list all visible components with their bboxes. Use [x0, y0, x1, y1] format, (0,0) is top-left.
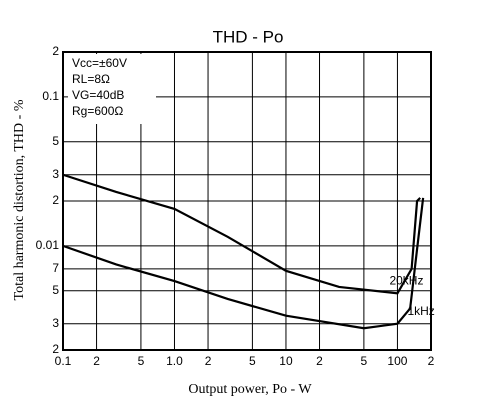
- x-tick-label: 1.0: [166, 354, 183, 368]
- series-label: 20kHz: [389, 274, 423, 288]
- y-tick-label: 0.01: [36, 238, 60, 252]
- series-label: 1kHz: [407, 304, 434, 318]
- annotation: RL=8Ω: [72, 72, 110, 86]
- x-tick-label: 2: [428, 354, 435, 368]
- y-tick-label: 5: [52, 134, 59, 148]
- x-tick-label: 100: [387, 354, 407, 368]
- y-tick-label: 3: [52, 316, 59, 330]
- x-tick-label: 2: [205, 354, 212, 368]
- legend-box: [68, 54, 156, 124]
- x-axis-label: Output power, Po - W: [188, 382, 312, 397]
- x-tick-label: 0.1: [55, 354, 72, 368]
- annotation: Rg=600Ω: [72, 104, 123, 118]
- x-tick-label: 2: [316, 354, 323, 368]
- line-series: [62, 197, 425, 330]
- x-tick-label: 5: [361, 354, 368, 368]
- y-tick-label: 2: [52, 342, 59, 356]
- y-tick-label: 3: [52, 167, 59, 181]
- annotation: Vcc=±60V: [72, 56, 127, 70]
- x-tick-label: 10: [279, 354, 293, 368]
- y-axis-label: Total harmonic distortion, THD - %: [12, 99, 27, 300]
- annotation: VG=40dB: [72, 88, 124, 102]
- x-tick-label: 5: [138, 354, 145, 368]
- plot-frame: [62, 51, 432, 351]
- y-tick-label: 7: [52, 261, 59, 275]
- x-tick-label: 2: [93, 354, 100, 368]
- y-tick-label: 0.1: [42, 89, 59, 103]
- x-tick-label: 5: [249, 354, 256, 368]
- y-tick-label: 2: [52, 44, 59, 58]
- chart-title: THD - Po: [213, 27, 284, 46]
- line-series: [62, 173, 421, 295]
- y-tick-label: 5: [52, 283, 59, 297]
- y-tick-label: 2: [52, 193, 59, 207]
